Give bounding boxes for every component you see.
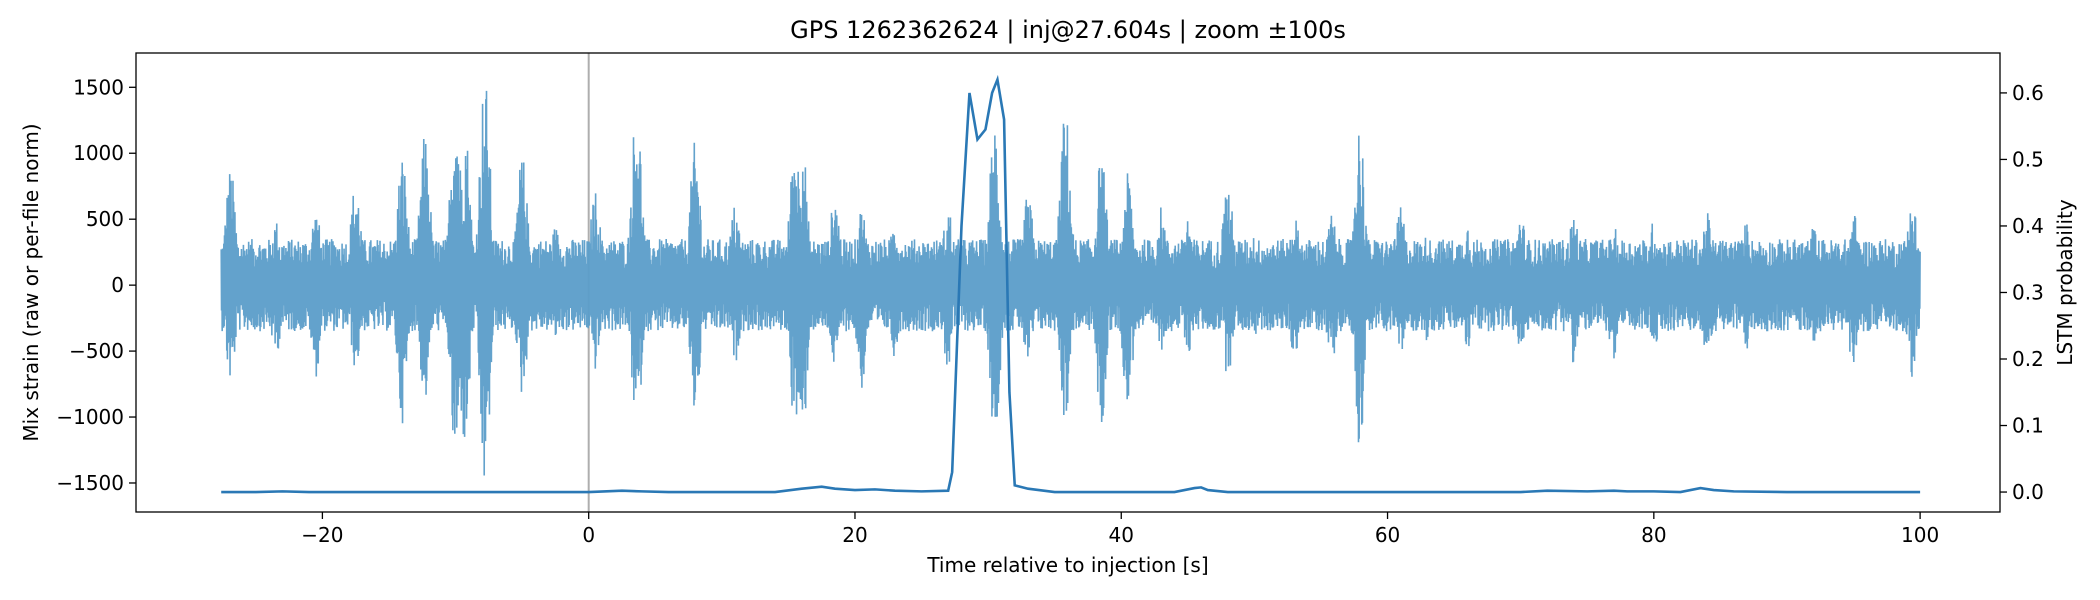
y-axis-right-label: LSTM probability — [2053, 199, 2077, 366]
y-right-tick-label: 0.1 — [2012, 414, 2044, 438]
strain-series-line — [220, 90, 1921, 476]
y-left-tick-label: −1000 — [56, 405, 124, 429]
y-axis-left: −1500 −1000 −500 0 500 1000 1500 — [56, 75, 136, 495]
y-right-tick-label: 0.2 — [2012, 347, 2044, 371]
y-left-tick-label: 500 — [86, 207, 124, 231]
x-tick-label: 40 — [1109, 523, 1134, 547]
y-left-tick-label: 1500 — [73, 75, 124, 99]
lstm-probability-line — [221, 74, 1921, 494]
plot-frame — [135, 52, 2001, 513]
x-tick-label: 80 — [1641, 523, 1666, 547]
y-right-tick-label: 0.3 — [2012, 280, 2044, 304]
y-right-tick-label: 0.0 — [2012, 480, 2044, 504]
y-right-tick-label: 0.6 — [2012, 81, 2044, 105]
x-tick-label: 100 — [1901, 523, 1939, 547]
y-left-tick-label: −500 — [69, 339, 124, 363]
x-axis-label: Time relative to injection [s] — [926, 553, 1208, 577]
y-right-tick-label: 0.5 — [2012, 147, 2044, 171]
y-left-tick-label: −1500 — [56, 471, 124, 495]
chart-title: GPS 1262362624 | inj@27.604s | zoom ±100… — [790, 16, 1346, 44]
plot-area — [220, 53, 1921, 512]
y-right-tick-label: 0.4 — [2012, 214, 2044, 238]
y-axis-left-label: Mix strain (raw or per-file norm) — [19, 123, 43, 441]
y-axis-right: 0.0 0.1 0.2 0.3 0.4 0.5 0.6 — [2000, 81, 2044, 504]
x-tick-label: 0 — [582, 523, 595, 547]
x-tick-label: 20 — [842, 523, 867, 547]
y-left-tick-label: 0 — [111, 273, 124, 297]
x-tick-label: −20 — [301, 523, 343, 547]
x-axis: −20 0 20 40 60 80 100 — [301, 512, 1939, 547]
x-tick-label: 60 — [1375, 523, 1400, 547]
y-left-tick-label: 1000 — [73, 141, 124, 165]
